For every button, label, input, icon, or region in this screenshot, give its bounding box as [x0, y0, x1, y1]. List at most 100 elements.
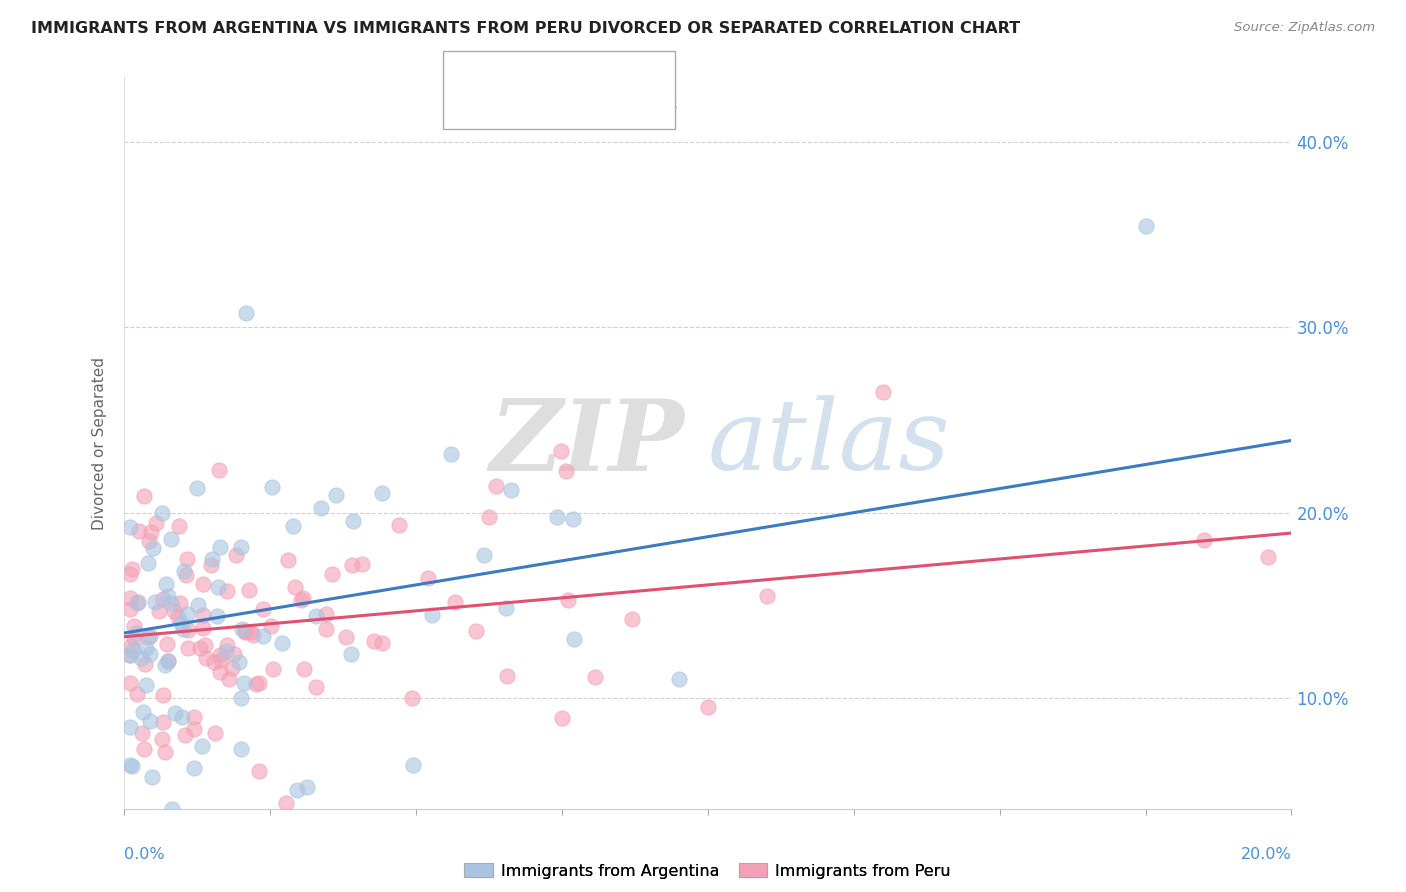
Point [191, 621, 214, 635]
Point [315, 623, 337, 637]
Point [172, 622, 194, 636]
Point [247, 764, 270, 779]
Point [183, 761, 205, 775]
Text: Source: ZipAtlas.com: Source: ZipAtlas.com [1234, 21, 1375, 35]
Point [156, 654, 179, 668]
Point [174, 728, 197, 742]
Point [260, 618, 283, 632]
Point [315, 607, 337, 621]
Point [281, 518, 304, 533]
Point [159, 532, 181, 546]
Point [152, 592, 174, 607]
Point [245, 677, 267, 691]
Point [495, 601, 517, 615]
Point [188, 641, 211, 656]
Point [125, 687, 148, 701]
Point [208, 540, 231, 554]
Point [546, 510, 568, 524]
Point [138, 534, 160, 549]
Point [183, 710, 205, 724]
Point [173, 565, 195, 579]
Point [222, 647, 245, 661]
Point [159, 595, 181, 609]
Point [139, 524, 162, 539]
Point [174, 568, 197, 582]
Point [122, 632, 145, 646]
Point [335, 630, 357, 644]
Point [440, 447, 463, 461]
Point [167, 519, 190, 533]
Point [129, 650, 152, 665]
Point [247, 675, 270, 690]
Point [121, 759, 143, 773]
Point [352, 558, 374, 572]
Point [118, 648, 141, 662]
Point [402, 758, 425, 772]
Point [420, 607, 443, 622]
Point [139, 628, 162, 642]
Point [235, 306, 257, 320]
Point [554, 464, 576, 478]
Point [132, 741, 155, 756]
Point [478, 510, 501, 524]
Point [163, 604, 186, 618]
Point [252, 629, 274, 643]
Point [297, 780, 319, 794]
Point [416, 571, 439, 585]
Point [271, 636, 294, 650]
Point [160, 802, 183, 816]
Point [121, 561, 143, 575]
Text: atlas: atlas [707, 395, 950, 491]
Point [152, 714, 174, 729]
Point [118, 566, 141, 581]
Point [562, 632, 585, 646]
Point [401, 691, 423, 706]
Point [183, 722, 205, 736]
Point [128, 524, 150, 539]
Point [139, 714, 162, 728]
Point [233, 676, 256, 690]
Point [371, 636, 394, 650]
Point [155, 576, 177, 591]
Point [204, 725, 226, 739]
Point [136, 630, 159, 644]
Y-axis label: Divorced or Separated: Divorced or Separated [93, 357, 107, 530]
Point [157, 589, 180, 603]
Text: ZIP: ZIP [489, 395, 685, 491]
Point [292, 661, 315, 675]
Point [340, 558, 363, 572]
Point [287, 783, 309, 797]
Point [363, 634, 385, 648]
Point [342, 514, 364, 528]
Legend: Immigrants from Argentina, Immigrants from Peru: Immigrants from Argentina, Immigrants fr… [458, 856, 957, 885]
Point [238, 582, 260, 597]
Point [132, 705, 155, 719]
Point [304, 609, 326, 624]
Point [217, 584, 239, 599]
Point [202, 656, 225, 670]
Point [125, 625, 148, 640]
Point [305, 680, 328, 694]
Point [233, 625, 256, 640]
Point [321, 567, 343, 582]
Point [209, 653, 232, 667]
Point [388, 517, 411, 532]
Text: IMMIGRANTS FROM ARGENTINA VS IMMIGRANTS FROM PERU DIVORCED OR SEPARATED CORRELAT: IMMIGRANTS FROM ARGENTINA VS IMMIGRANTS … [31, 21, 1021, 37]
Point [118, 591, 141, 605]
Point [208, 463, 231, 477]
Point [176, 607, 198, 621]
Point [187, 598, 209, 612]
Point [176, 552, 198, 566]
Point [221, 660, 243, 674]
Point [127, 596, 149, 610]
Point [143, 594, 166, 608]
Point [152, 689, 174, 703]
Point [284, 580, 307, 594]
Point [215, 638, 238, 652]
Point [260, 480, 283, 494]
Point [191, 577, 214, 591]
Point [225, 549, 247, 563]
Point [207, 580, 229, 594]
Text: 0.0%: 0.0% [124, 847, 165, 862]
Text: R = 0.280   N = 103: R = 0.280 N = 103 [496, 96, 678, 115]
